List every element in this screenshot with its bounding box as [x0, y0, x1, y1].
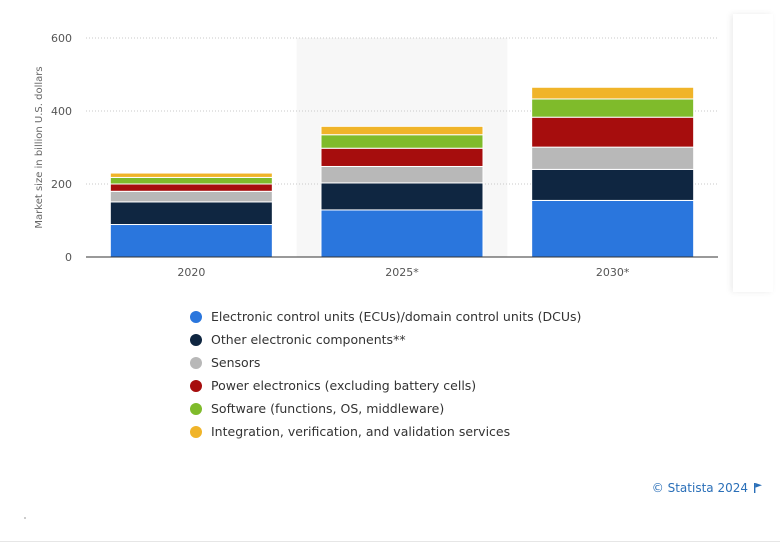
bar-segment [531, 168, 695, 201]
legend-item-ecu[interactable]: Electronic control units (ECUs)/domain c… [190, 305, 581, 328]
bar-segment [531, 86, 695, 100]
credit-text: © Statista 2024 [651, 481, 748, 495]
bar-segment [531, 146, 695, 170]
bar-segment [531, 116, 695, 148]
legend-label: Other electronic components** [211, 332, 406, 347]
legend-label: Sensors [211, 355, 261, 370]
x-tick-label: 2025* [385, 266, 419, 279]
flag-icon [754, 483, 762, 493]
bar-segment [531, 98, 695, 118]
y-tick-label: 200 [51, 178, 72, 191]
bar-segment [320, 147, 484, 167]
bar-segment [109, 201, 273, 226]
y-axis-label: Market size in billion U.S. dollars [34, 66, 45, 228]
x-tick-label: 2020 [177, 266, 205, 279]
bar-segment [320, 165, 484, 184]
y-tick-label: 600 [51, 32, 72, 45]
legend-marker-icon [190, 310, 202, 323]
bar-segment [531, 199, 695, 258]
bar-segment [320, 182, 484, 211]
y-tick-label: 0 [65, 251, 72, 264]
legend-item-sensors[interactable]: Sensors [190, 351, 581, 374]
legend-item-software[interactable]: Software (functions, OS, middleware) [190, 397, 581, 420]
legend-marker-icon [190, 356, 202, 369]
legend-item-power-electronics[interactable]: Power electronics (excluding battery cel… [190, 374, 581, 397]
y-tick-label: 400 [51, 105, 72, 118]
legend-label: Integration, verification, and validatio… [211, 424, 511, 439]
x-tick-label: 2030* [596, 266, 630, 279]
bar-segment [109, 224, 273, 258]
bar-segment [320, 125, 484, 136]
bottom-divider [0, 541, 780, 542]
stacked-bar-chart: 0 200 400 600 Market size in billion U.S. do… [34, 32, 718, 279]
decorative-dot [24, 517, 26, 519]
statista-credit[interactable]: © Statista 2024 [652, 481, 762, 495]
chart-legend: Electronic control units (ECUs)/domain c… [190, 305, 581, 443]
legend-label: Electronic control units (ECUs)/domain c… [211, 309, 582, 324]
legend-marker-icon [190, 333, 202, 346]
legend-item-other-components[interactable]: Other electronic components** [190, 328, 581, 351]
legend-marker-icon [190, 379, 202, 392]
legend-item-integration[interactable]: Integration, verification, and validatio… [190, 420, 581, 443]
legend-label: Power electronics (excluding battery cel… [211, 378, 477, 393]
bar-segment [109, 176, 273, 185]
bar-segment [320, 134, 484, 149]
bar-segment [109, 190, 273, 203]
bar-segment [109, 183, 273, 192]
legend-marker-icon [190, 425, 202, 438]
side-panel [733, 14, 773, 292]
bar-segment [320, 209, 484, 258]
legend-label: Software (functions, OS, middleware) [211, 401, 445, 416]
bar-segment [109, 172, 273, 178]
legend-marker-icon [190, 402, 202, 415]
